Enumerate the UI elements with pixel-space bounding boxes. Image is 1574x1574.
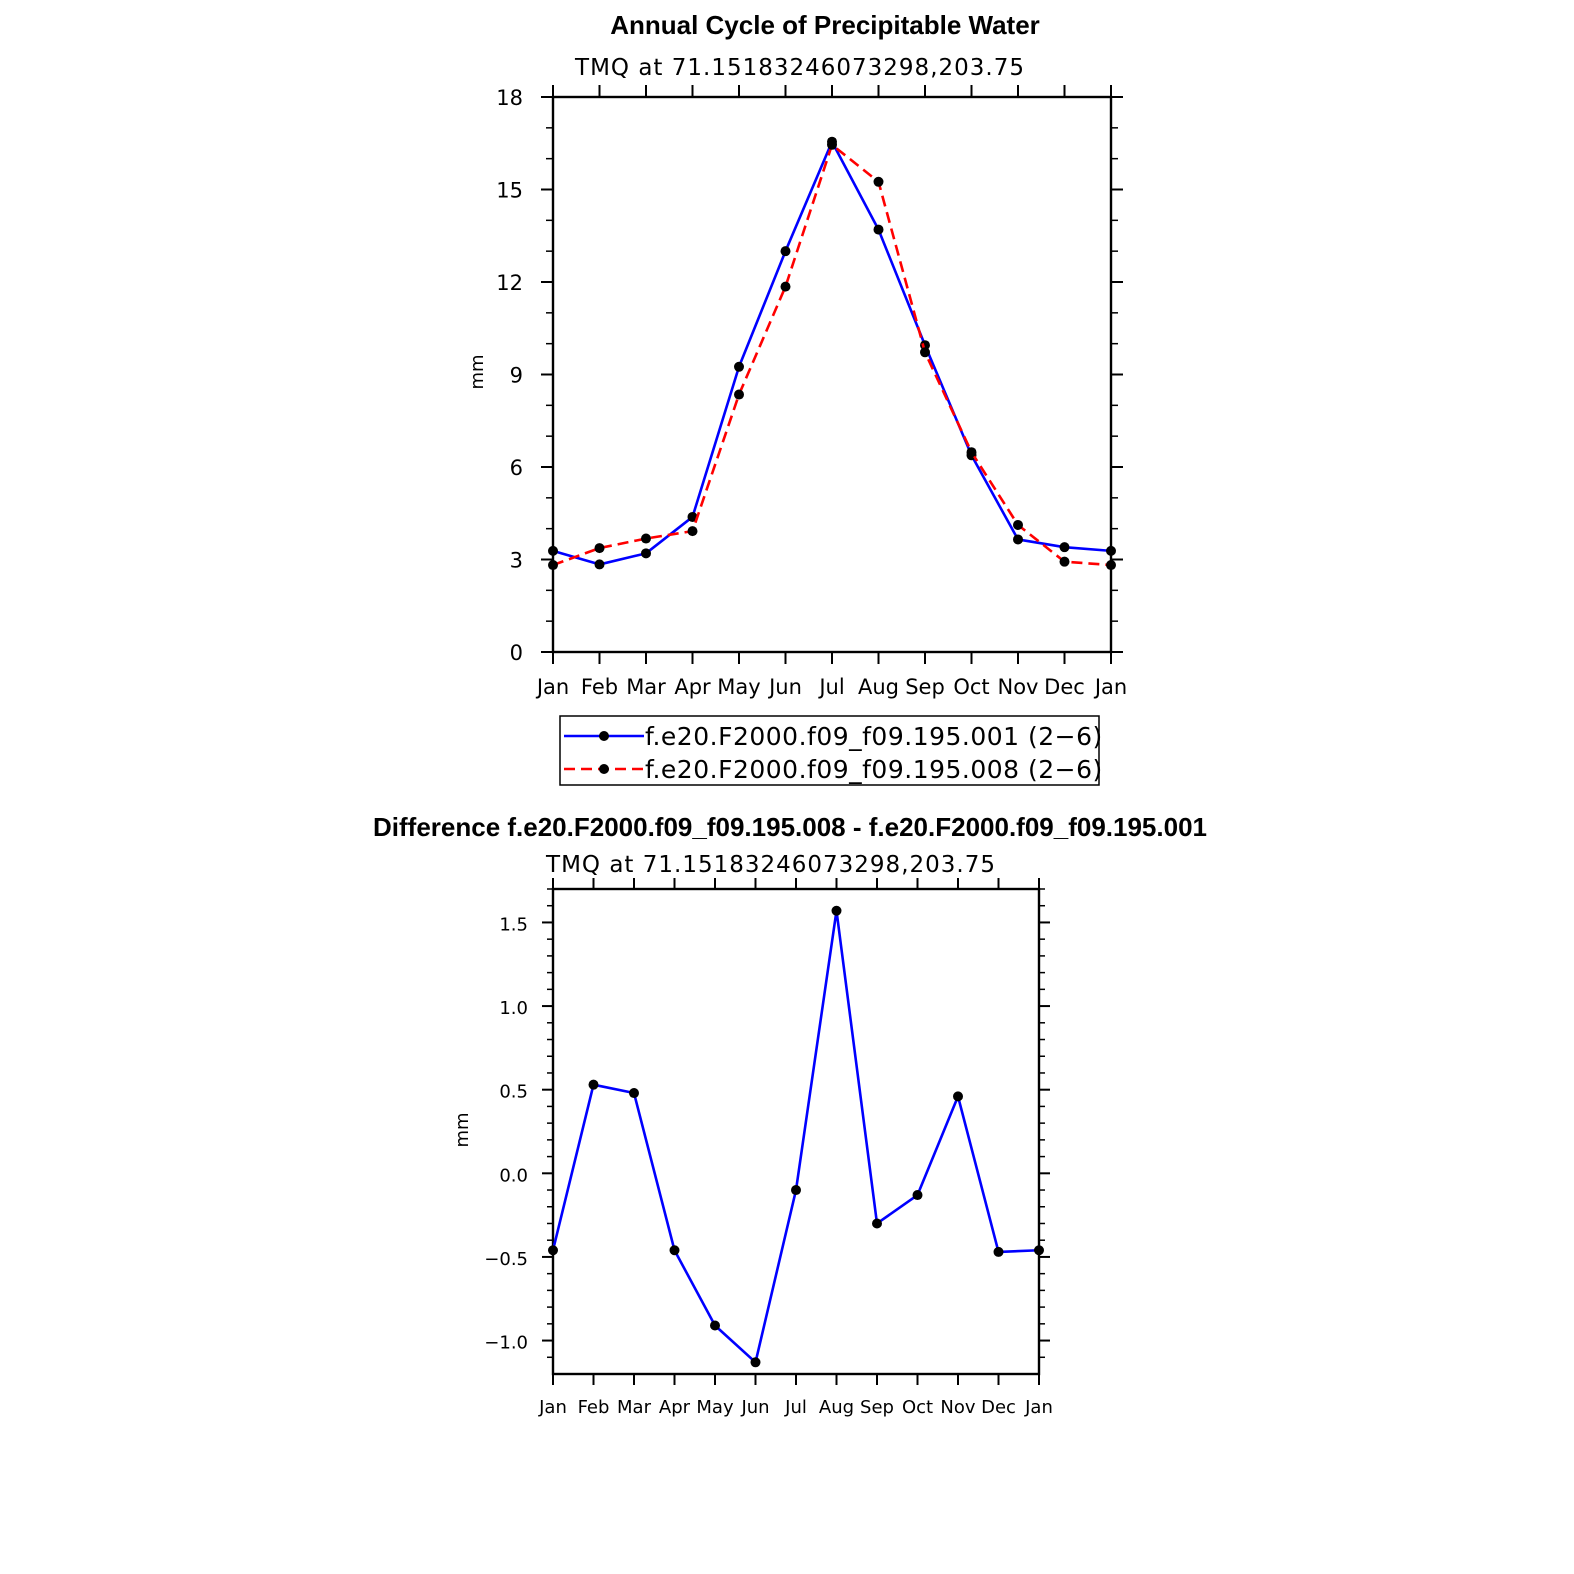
data-point xyxy=(548,1245,558,1256)
data-point xyxy=(687,511,698,522)
x-tick-label: Jul xyxy=(784,1397,807,1418)
difference-chart: Difference f.e20.F2000.f09_f09.195.008 -… xyxy=(373,812,1207,1418)
x-tick-label: Dec xyxy=(1044,675,1085,699)
y-tick-label: 0.0 xyxy=(499,1165,528,1186)
x-tick-label: Jan xyxy=(535,675,569,699)
x-tick-label: Feb xyxy=(578,1397,610,1418)
plot-frame xyxy=(551,95,1113,654)
data-point xyxy=(1013,519,1023,530)
chart-subtitle: TMQ at 71.15183246073298,203.75 xyxy=(574,55,1025,81)
y-tick-label: 1.5 xyxy=(499,914,528,935)
x-tick-label: Apr xyxy=(674,675,711,699)
y-tick-label: 1.0 xyxy=(499,998,528,1019)
chart-title: Difference f.e20.F2000.f09_f09.195.008 -… xyxy=(373,812,1207,842)
data-point xyxy=(750,1357,761,1368)
x-tick-label: Dec xyxy=(981,1397,1016,1418)
x-tick-label: Mar xyxy=(617,1397,652,1418)
data-point xyxy=(734,361,744,372)
y-tick-label: −0.5 xyxy=(484,1249,528,1270)
data-point xyxy=(827,139,837,150)
y-tick-label: 9 xyxy=(510,364,523,388)
data-point xyxy=(966,447,977,458)
data-point xyxy=(1106,560,1116,571)
data-point xyxy=(831,905,842,916)
data-point xyxy=(780,246,791,257)
y-tick-label: −1.0 xyxy=(484,1333,528,1354)
x-tick-label: Apr xyxy=(659,1397,691,1418)
data-point xyxy=(629,1088,639,1099)
series-line-1 xyxy=(552,140,1112,566)
y-tick-label: 6 xyxy=(510,456,523,480)
x-tick-label: Jun xyxy=(740,1397,769,1418)
y-tick-label: 15 xyxy=(496,179,523,203)
x-tick-label: Aug xyxy=(819,1397,854,1418)
data-point xyxy=(1013,534,1023,545)
x-tick-label: Sep xyxy=(905,675,945,699)
y-tick-label: 0.5 xyxy=(499,1082,528,1103)
precipitable-water-chart: Annual Cycle of Precipitable Water TMQ a… xyxy=(467,10,1127,786)
legend-label-series-2: f.e20.F2000.f09_f09.195.008 (2−6) xyxy=(645,755,1103,784)
plot-area: Jan Feb Mar Apr May Jun Jul Aug Sep Oct Nov Dec Jan −… xyxy=(484,878,1053,1418)
y-tick-label: 0 xyxy=(510,641,523,665)
x-tick-label: Jan xyxy=(538,1397,567,1418)
series-line-1 xyxy=(551,909,1040,1364)
x-tick-label: May xyxy=(717,675,760,699)
data-point xyxy=(1059,542,1070,553)
y-axis-label: mm xyxy=(452,1112,473,1147)
y-tick-label: 12 xyxy=(496,271,523,295)
x-tick-label: Oct xyxy=(953,675,989,699)
data-point xyxy=(641,533,651,544)
data-point xyxy=(1034,1245,1044,1256)
x-tick-label: Sep xyxy=(860,1397,894,1418)
data-point xyxy=(641,548,651,559)
x-tick-label: Nov xyxy=(998,675,1039,699)
data-point xyxy=(993,1246,1004,1257)
x-tick-label: Jul xyxy=(817,675,844,699)
x-tick-label: Mar xyxy=(626,675,666,699)
data-point xyxy=(780,281,791,292)
legend-label-series-1: f.e20.F2000.f09_f09.195.001 (2−6) xyxy=(645,722,1103,751)
data-point xyxy=(548,560,558,571)
data-point xyxy=(1106,545,1116,556)
data-point xyxy=(548,545,558,556)
legend-marker-series-1 xyxy=(599,731,609,741)
x-tick-label: Oct xyxy=(902,1397,933,1418)
x-tick-label: Nov xyxy=(940,1397,975,1418)
x-tick-label: Feb xyxy=(581,675,618,699)
data-point xyxy=(873,176,884,187)
x-tick-label: Aug xyxy=(858,675,899,699)
data-point xyxy=(953,1091,963,1102)
legend-marker-series-2 xyxy=(599,764,609,774)
series-line-2 xyxy=(552,143,1112,567)
data-point xyxy=(710,1320,720,1331)
y-tick-label: 18 xyxy=(496,86,523,110)
chart-subtitle: TMQ at 71.15183246073298,203.75 xyxy=(545,852,996,878)
data-point xyxy=(594,559,605,570)
data-point xyxy=(791,1185,801,1196)
data-point xyxy=(588,1079,599,1090)
chart-title: Annual Cycle of Precipitable Water xyxy=(610,10,1040,40)
data-point xyxy=(594,543,605,554)
data-point xyxy=(912,1190,923,1201)
data-point xyxy=(669,1245,680,1256)
x-tick-label: Jan xyxy=(1024,1397,1053,1418)
plot-area: Jan Feb Mar Apr May Jun Jul Aug Sep Oct Nov Dec Jan 0… xyxy=(496,85,1127,699)
data-point xyxy=(872,1218,882,1229)
legend: f.e20.F2000.f09_f09.195.001 (2−6) f.e20.… xyxy=(559,715,1103,786)
x-tick-label: Jan xyxy=(1093,675,1127,699)
data-point xyxy=(920,347,930,358)
data-point xyxy=(734,389,744,400)
y-tick-label: 3 xyxy=(510,549,523,573)
legend-box xyxy=(559,715,1100,786)
data-point xyxy=(687,526,698,537)
x-tick-label: May xyxy=(696,1397,734,1418)
x-tick-label: Jun xyxy=(767,675,802,699)
data-point xyxy=(1059,556,1070,567)
y-axis-label: mm xyxy=(467,354,488,389)
data-point xyxy=(873,224,884,235)
